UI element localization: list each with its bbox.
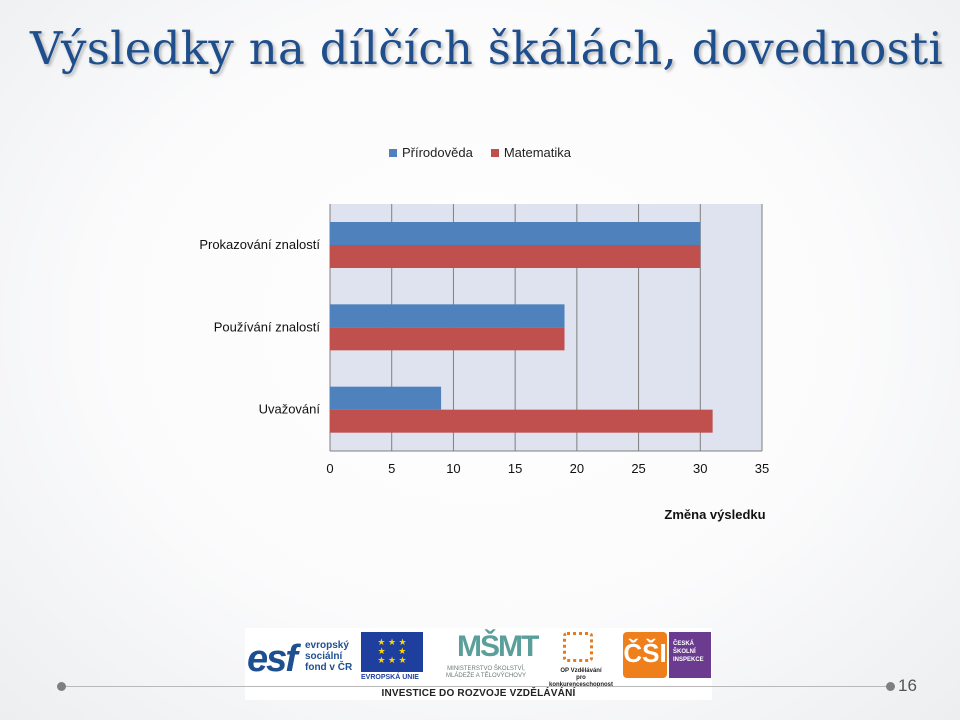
nav-dot-right xyxy=(886,682,895,691)
csi-text-line: ŠKOLNÍ xyxy=(673,649,696,655)
esf-letters: esf xyxy=(247,638,298,680)
chart-legend: Přírodověda Matematika xyxy=(0,145,960,160)
msmt-mark: MŠMT xyxy=(457,630,539,663)
csi-logo: ČŠI xyxy=(623,632,667,678)
esf-text-line: fond v ČR xyxy=(305,662,353,673)
bar-1-2 xyxy=(330,409,713,433)
msmt-text-line: MINISTERSTVO ŠKOLSTVÍ, xyxy=(447,666,525,672)
eu-stars-icon: ★ ★ ★ ★ ★ ★ ★ ★ xyxy=(377,637,407,665)
csi-text-line: ČESKÁ xyxy=(673,641,695,647)
esf-text: evropský sociální fond v ČR xyxy=(305,640,352,673)
msmt-text-line: MLÁDEŽE A TĚLOVÝCHOVY xyxy=(446,673,526,679)
bar-0-1 xyxy=(330,304,565,328)
x-axis-label: Změna výsledku xyxy=(664,507,766,522)
x-tick-label: 35 xyxy=(755,461,769,476)
x-tick-label: 25 xyxy=(631,461,645,476)
msmt-logo: MŠMT MINISTERSTVO ŠKOLSTVÍ, MLÁDEŽE A TĚ… xyxy=(431,630,541,682)
legend-label-matematika: Matematika xyxy=(503,145,572,160)
legend-item-prirodoveda: Přírodověda xyxy=(388,145,473,160)
footer-logos: esf evropský sociální fond v ČR ★ ★ ★ ★ ★… xyxy=(245,628,712,700)
esf-text-line: evropský xyxy=(305,640,349,651)
op-logo: OP Vzdělávání pro konkurenceschopnost xyxy=(545,630,617,689)
legend-item-matematika: Matematika xyxy=(490,145,572,160)
x-tick-label: 15 xyxy=(508,461,522,476)
y-category-label: Používání znalostí xyxy=(214,319,321,334)
nav-line xyxy=(66,686,888,687)
legend-swatch-prirodoveda xyxy=(388,148,397,157)
y-category-label: Uvažování xyxy=(259,402,321,417)
x-tick-label: 30 xyxy=(693,461,707,476)
legend-label-prirodoveda: Přírodověda xyxy=(401,145,473,160)
msmt-text: MINISTERSTVO ŠKOLSTVÍ, MLÁDEŽE A TĚLOVÝC… xyxy=(431,666,541,680)
op-text-line: pro konkurenceschopnost xyxy=(548,675,613,688)
esf-logo: esf evropský sociální fond v ČR xyxy=(247,632,355,682)
nav-dot-left xyxy=(57,682,66,691)
x-tick-label: 20 xyxy=(570,461,584,476)
esf-text-line: sociální xyxy=(305,651,343,662)
op-text: OP Vzdělávání pro konkurenceschopnost xyxy=(545,668,617,689)
page-number: 16 xyxy=(898,676,917,695)
x-tick-label: 5 xyxy=(388,461,395,476)
op-text-line: OP Vzdělávání xyxy=(560,668,602,674)
bar-1-1 xyxy=(330,327,565,351)
bar-0-2 xyxy=(330,386,442,410)
invest-text: INVESTICE DO ROZVOJE VZDĚLÁVÁNÍ xyxy=(381,688,576,699)
bar-1-0 xyxy=(330,245,701,268)
csi-text: ČESKÁ ŠKOLNÍ INSPEKCE xyxy=(673,640,704,664)
op-square-icon xyxy=(563,632,593,662)
eu-text: EVROPSKÁ UNIE xyxy=(361,674,419,681)
x-tick-label: 10 xyxy=(446,461,460,476)
bar-0-0 xyxy=(330,222,701,245)
x-tick-label: 0 xyxy=(326,461,333,476)
csi-text-line: INSPEKCE xyxy=(673,657,704,663)
legend-swatch-matematika xyxy=(490,148,499,157)
slide-title: Výsledky na dílčích škálách, dovednosti xyxy=(30,22,944,75)
y-category-label: Prokazování znalostí xyxy=(199,237,320,252)
csi-mark: ČŠI xyxy=(623,638,667,668)
csi-text-box: ČESKÁ ŠKOLNÍ INSPEKCE xyxy=(669,632,711,678)
eu-flag-logo: ★ ★ ★ ★ ★ ★ ★ ★ xyxy=(361,632,423,672)
